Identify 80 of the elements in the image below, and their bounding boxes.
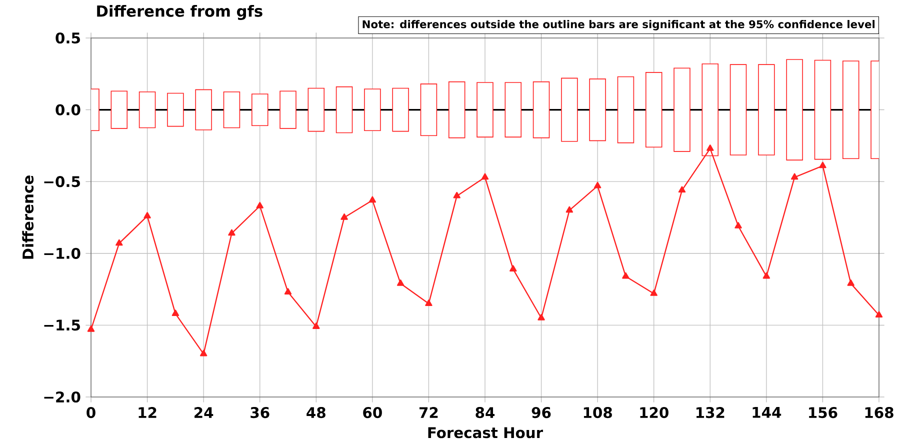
x-tick-label: 108 xyxy=(584,407,612,418)
y-axis-title: Difference xyxy=(22,176,34,259)
point xyxy=(144,212,151,218)
point xyxy=(425,300,432,306)
x-tick-label: 48 xyxy=(306,407,326,418)
x-tick-label: 132 xyxy=(696,407,724,418)
point xyxy=(594,182,602,188)
bar xyxy=(645,72,662,148)
y-tick-label: 0.0 xyxy=(56,104,80,116)
point xyxy=(481,173,489,180)
point xyxy=(172,310,180,316)
point xyxy=(340,213,348,220)
y-tick-label: −0.5 xyxy=(44,176,80,188)
point xyxy=(650,290,658,296)
bar xyxy=(730,64,747,156)
point xyxy=(116,239,123,246)
point xyxy=(510,265,517,272)
bar xyxy=(195,89,212,130)
point xyxy=(734,222,742,228)
bar xyxy=(448,81,466,138)
bar xyxy=(532,81,550,138)
bar xyxy=(138,91,156,128)
y-tick-label: −2.0 xyxy=(44,391,80,403)
bar xyxy=(280,90,296,129)
x-tick-label: 144 xyxy=(752,407,782,418)
point xyxy=(678,186,686,193)
point xyxy=(847,279,854,286)
x-tick-label: 96 xyxy=(532,407,551,418)
point xyxy=(819,162,826,168)
bar xyxy=(674,68,690,152)
x-tick-label: 24 xyxy=(194,407,214,418)
bar xyxy=(251,94,268,126)
bar xyxy=(842,60,860,160)
x-tick-label: 168 xyxy=(865,407,894,418)
x-axis-title: Forecast Hour xyxy=(428,427,544,438)
x-tick-label: 36 xyxy=(250,407,270,418)
point xyxy=(312,322,320,329)
text: Note: differences outside the outline bars are significant at the 95% confidence level xyxy=(362,20,874,30)
bar xyxy=(476,82,494,138)
bar xyxy=(561,78,578,142)
chart-title: Difference from gfs xyxy=(97,4,262,20)
x-tick-label: 60 xyxy=(363,407,382,418)
point xyxy=(706,144,714,151)
x-tick-label: 72 xyxy=(419,407,438,418)
point xyxy=(453,192,460,198)
bar xyxy=(504,82,522,138)
x-tick-label: 156 xyxy=(809,407,838,418)
point xyxy=(622,272,630,279)
point xyxy=(790,173,798,180)
bar xyxy=(336,86,353,134)
point xyxy=(368,196,376,203)
y-tick-label: −1.0 xyxy=(44,248,80,259)
point xyxy=(87,325,95,332)
point xyxy=(228,229,236,236)
bar xyxy=(589,78,606,142)
bar xyxy=(110,90,128,129)
point xyxy=(538,314,545,320)
x-tick-label: 84 xyxy=(476,407,495,418)
bar xyxy=(420,84,438,136)
bar xyxy=(814,60,832,160)
x-tick-label: 12 xyxy=(138,407,156,418)
bar xyxy=(392,88,409,132)
bar xyxy=(223,91,240,128)
bar xyxy=(308,88,325,132)
point xyxy=(566,206,574,213)
x-tick-label: 120 xyxy=(640,407,668,418)
bar xyxy=(758,64,775,156)
point xyxy=(875,311,883,318)
point xyxy=(256,202,264,208)
bar xyxy=(364,88,381,132)
bar xyxy=(786,59,803,160)
bar xyxy=(617,76,634,144)
bar xyxy=(167,92,184,127)
point xyxy=(284,288,292,294)
point xyxy=(762,272,770,279)
y-tick-label: 0.5 xyxy=(56,32,80,44)
x-tick-label: 0 xyxy=(86,407,96,418)
point xyxy=(396,279,404,286)
y-tick-label: −1.5 xyxy=(44,320,80,331)
point xyxy=(200,350,208,356)
